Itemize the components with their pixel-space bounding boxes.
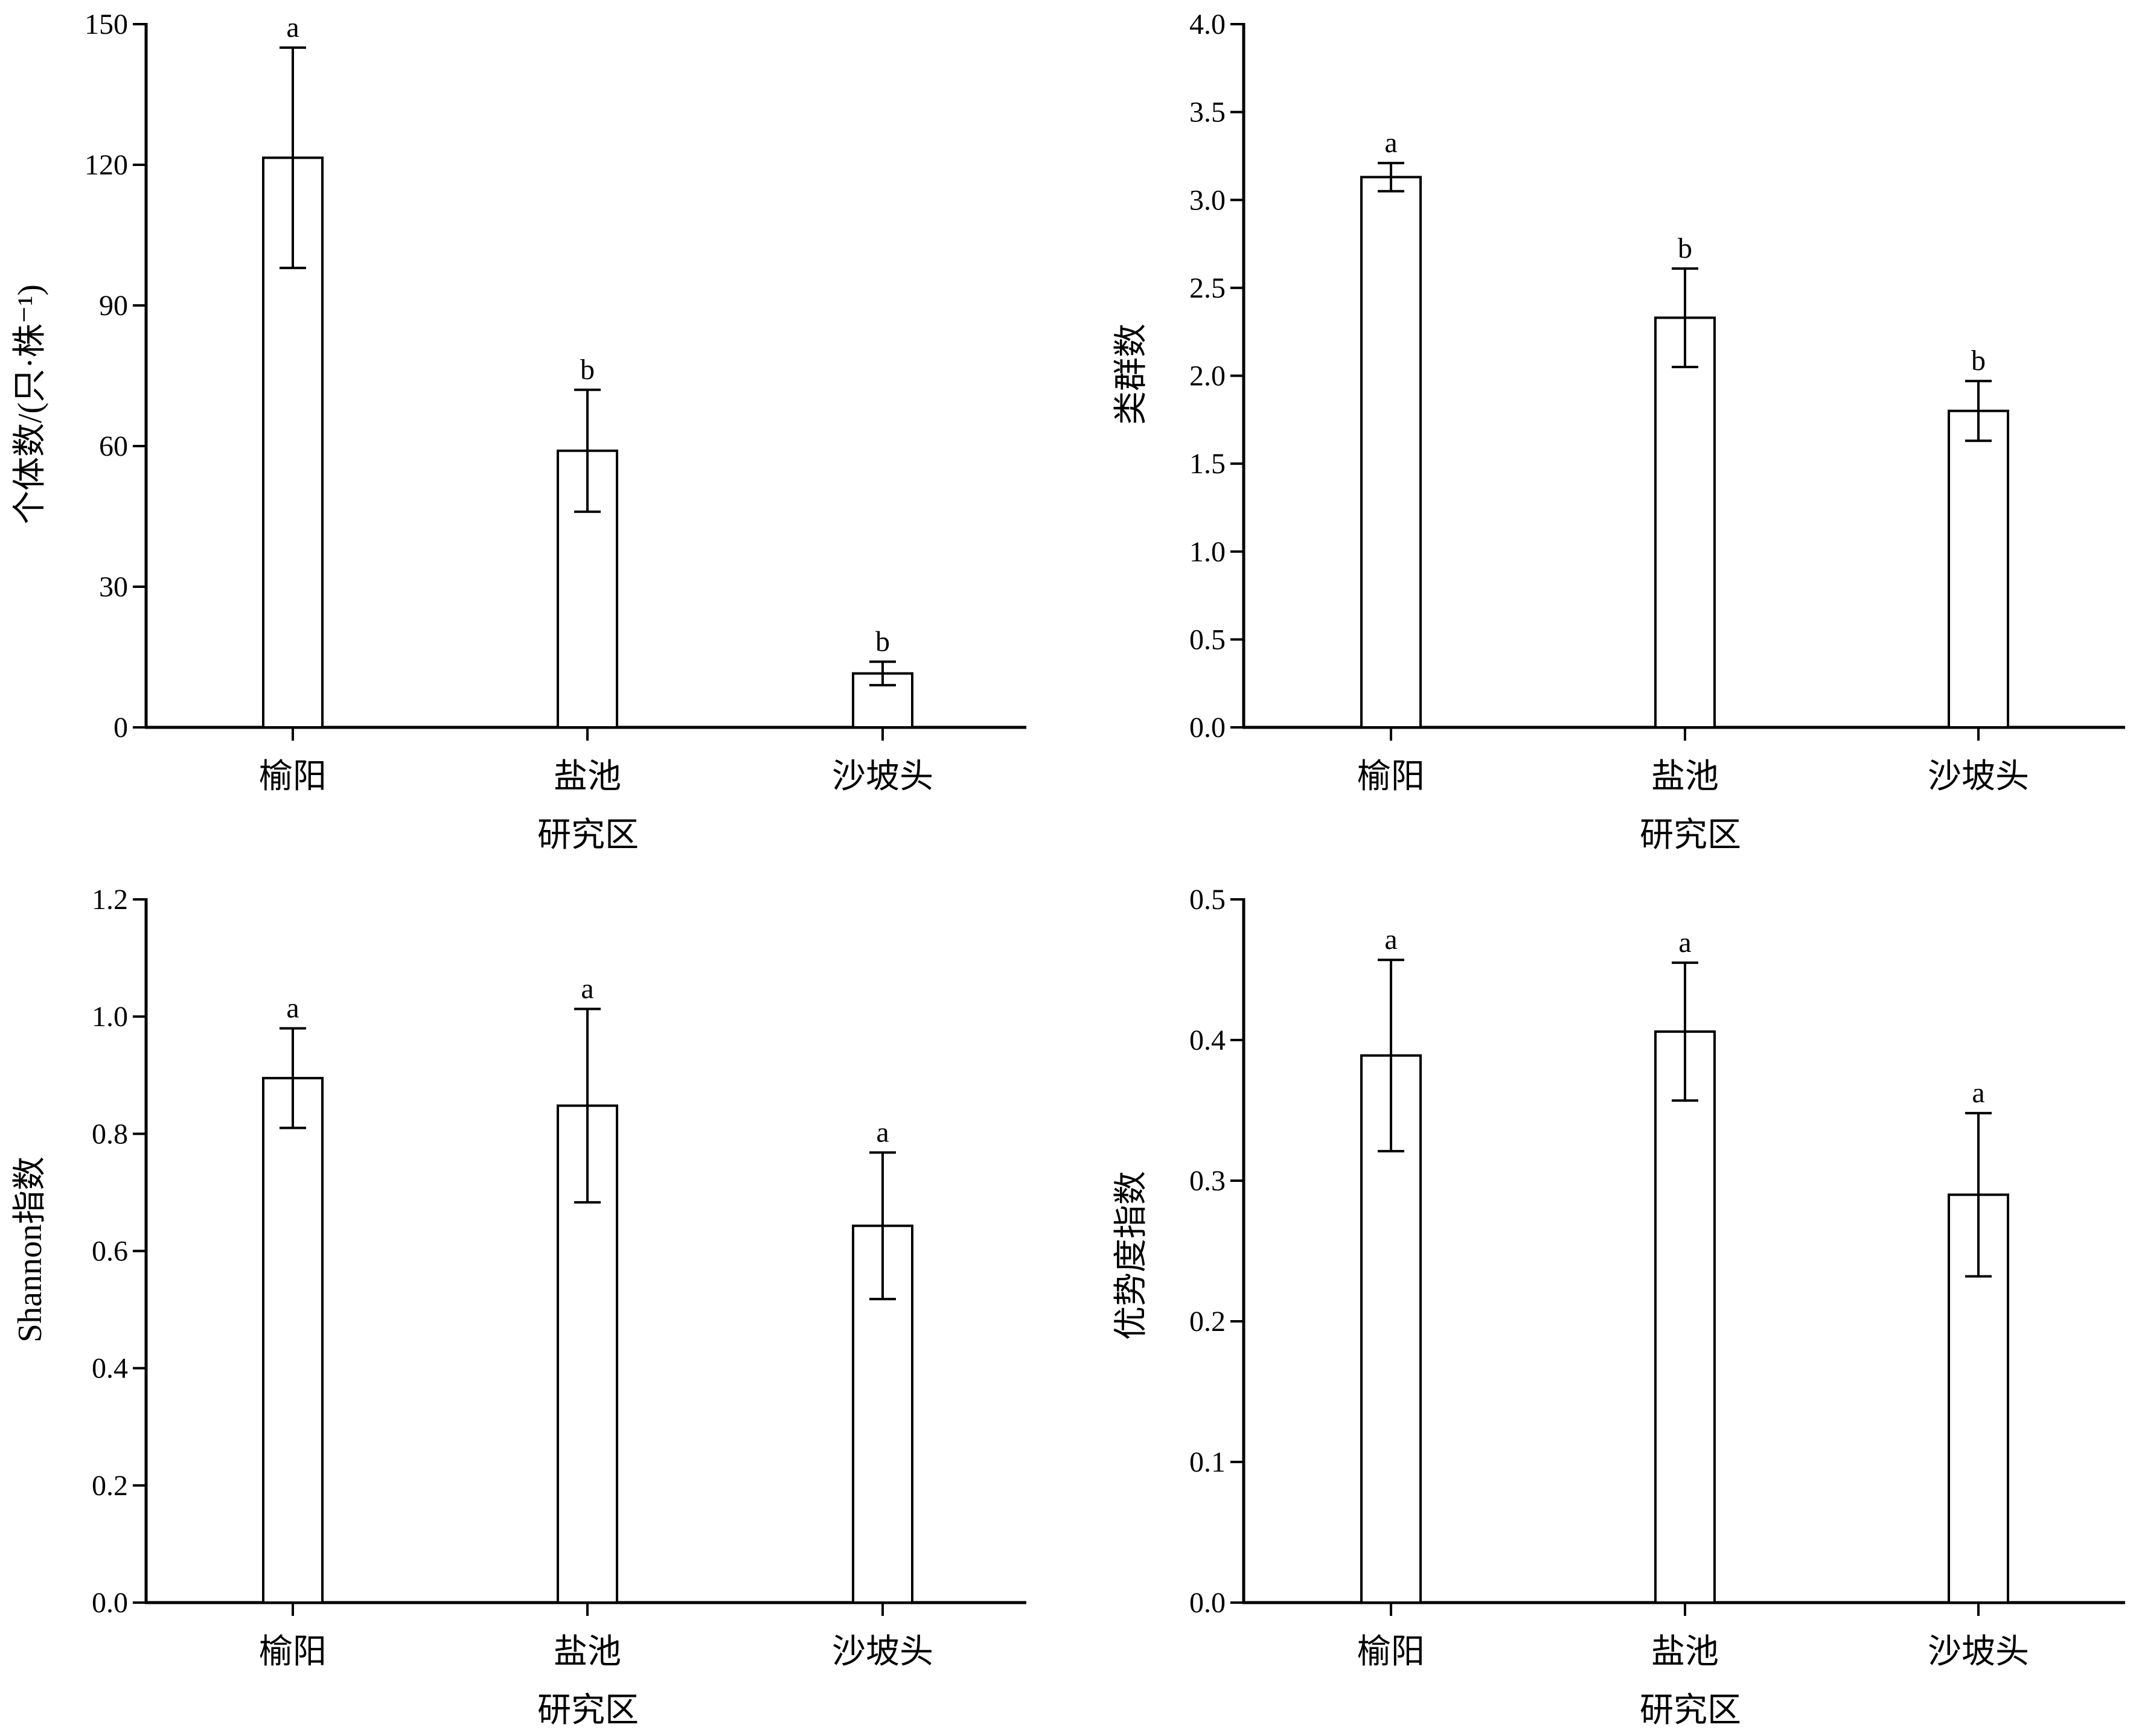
- panel-groups: 类群数 研究区 0.0 0.5 1.0 1.5 2.0 2.5 3.0 3.5 4.0 a 榆阳 b 盐…: [1113, 8, 2125, 854]
- significance-label: a: [286, 992, 299, 1024]
- panel-groups-ylabel: 类群数: [1113, 324, 1150, 425]
- y-tick-label: 0.2: [1189, 1306, 1226, 1338]
- x-tick-label: 盐池: [554, 1633, 621, 1671]
- y-tick-label: 1.2: [92, 884, 128, 916]
- y-tick-label: 30: [99, 571, 128, 603]
- significance-label: a: [1972, 1077, 1984, 1109]
- y-tick-label: 90: [99, 290, 128, 322]
- bar: [1948, 409, 2009, 729]
- y-tick-label: 0.5: [1189, 624, 1226, 656]
- y-tick-label: 3.0: [1189, 184, 1226, 216]
- bar: [557, 449, 618, 729]
- significance-label: a: [876, 1116, 889, 1148]
- bar: [1654, 1030, 1716, 1604]
- y-tick-label: 0.8: [92, 1118, 128, 1150]
- significance-label: a: [286, 11, 299, 43]
- significance-label: a: [1678, 927, 1691, 959]
- y-tick-label: 1.5: [1189, 448, 1226, 480]
- y-tick-label: 0.0: [92, 1587, 128, 1619]
- bar: [1360, 176, 1422, 729]
- y-tick-label: 120: [85, 149, 128, 181]
- panel-shannon-ylabel: Shannon指数: [11, 1157, 49, 1342]
- significance-label: a: [581, 973, 593, 1005]
- panel-shannon: Shannon指数 研究区 0.0 0.2 0.4 0.6 0.8 1.0 1.2 a 榆阳 a 盐…: [11, 884, 1026, 1729]
- x-tick-label: 榆阳: [1357, 758, 1425, 796]
- significance-label: a: [1384, 924, 1397, 956]
- x-tick-label: 沙坡头: [1928, 1633, 2029, 1671]
- y-tick-label: 2.5: [1189, 272, 1226, 304]
- y-tick-label: 0.4: [92, 1353, 128, 1385]
- x-tick-label: 榆阳: [259, 758, 327, 796]
- y-tick-label: 60: [99, 430, 128, 462]
- significance-label: b: [1678, 232, 1692, 264]
- panel-dominance-ylabel: 优势度指数: [1113, 1171, 1150, 1340]
- y-tick-label: 4.0: [1189, 8, 1226, 40]
- panel-groups-xlabel: 研究区: [1640, 817, 1741, 854]
- significance-label: b: [1971, 345, 1986, 377]
- y-tick-label: 0.0: [1189, 1587, 1226, 1619]
- y-tick-label: 0.0: [1189, 712, 1226, 744]
- panel-individuals: 个体数/(只·株⁻¹) 研究区 0 30 60 90 120 150 a 榆阳 b 盐池 b 沙坡头: [11, 8, 1026, 854]
- y-tick-label: 2.0: [1189, 360, 1226, 392]
- x-tick-label: 榆阳: [259, 1633, 327, 1671]
- y-tick-label: 0.4: [1189, 1024, 1226, 1056]
- x-tick-label: 盐池: [1651, 1633, 1719, 1671]
- significance-label: b: [580, 354, 595, 386]
- panel-dominance-xlabel: 研究区: [1640, 1692, 1741, 1729]
- significance-label: a: [1384, 127, 1397, 159]
- x-tick-label: 榆阳: [1357, 1633, 1425, 1671]
- x-tick-label: 盐池: [554, 758, 621, 796]
- panel-individuals-xlabel: 研究区: [537, 817, 639, 854]
- x-tick-label: 沙坡头: [832, 1633, 933, 1671]
- panel-individuals-ylabel: 个体数/(只·株⁻¹): [11, 284, 49, 525]
- panel-shannon-xlabel: 研究区: [537, 1692, 639, 1729]
- y-tick-label: 0: [114, 712, 128, 744]
- x-tick-label: 盐池: [1651, 758, 1719, 796]
- y-tick-label: 3.5: [1189, 97, 1226, 129]
- y-tick-label: 1.0: [1189, 536, 1226, 568]
- bar: [1654, 316, 1716, 729]
- y-tick-label: 0.2: [92, 1470, 128, 1502]
- panel-dominance: 优势度指数 研究区 0.0 0.1 0.2 0.3 0.4 0.5 a 榆阳 a 盐池 a 沙坡头: [1113, 884, 2125, 1729]
- x-tick-label: 沙坡头: [832, 758, 933, 796]
- y-tick-label: 0.3: [1189, 1165, 1226, 1197]
- bar: [262, 1077, 324, 1604]
- significance-label: b: [875, 625, 890, 657]
- y-tick-label: 150: [85, 8, 128, 40]
- x-tick-label: 沙坡头: [1928, 758, 2029, 796]
- y-tick-label: 0.1: [1189, 1446, 1226, 1478]
- y-tick-label: 1.0: [92, 1001, 128, 1033]
- y-tick-label: 0.6: [92, 1236, 128, 1268]
- y-tick-label: 0.5: [1189, 884, 1226, 916]
